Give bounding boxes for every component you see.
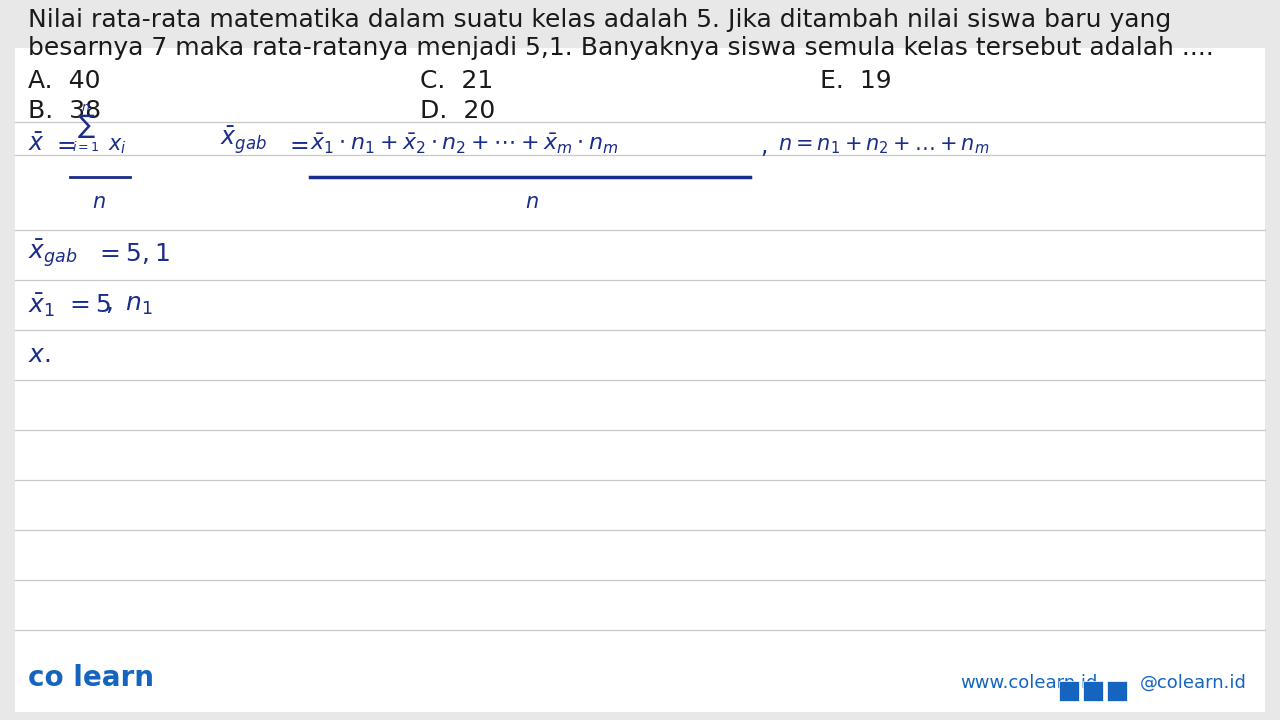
Text: $\bar{x}$: $\bar{x}$	[28, 132, 45, 156]
Text: $\bar{x}_1 \cdot n_1 + \bar{x}_2 \cdot n_2 + \cdots + \bar{x}_m \cdot n_m$: $\bar{x}_1 \cdot n_1 + \bar{x}_2 \cdot n…	[310, 132, 618, 156]
Text: $n$: $n$	[525, 192, 539, 212]
Text: $=$: $=$	[52, 132, 76, 156]
Text: $= 5,1$: $= 5,1$	[95, 240, 170, 266]
FancyBboxPatch shape	[1107, 681, 1126, 701]
Text: $x.$: $x.$	[28, 343, 51, 367]
Text: B.  38: B. 38	[28, 99, 101, 123]
Text: $n$: $n$	[92, 192, 106, 212]
Text: besarnya 7 maka rata-ratanya menjadi 5,1. Banyaknya siswa semula kelas tersebut : besarnya 7 maka rata-ratanya menjadi 5,1…	[28, 36, 1213, 60]
Text: D.  20: D. 20	[420, 99, 495, 123]
Text: A.  40: A. 40	[28, 69, 101, 93]
Text: $\bar{x}_{gab}$: $\bar{x}_{gab}$	[28, 237, 78, 269]
Text: www.colearn.id: www.colearn.id	[960, 674, 1097, 692]
Text: co learn: co learn	[28, 664, 154, 692]
Text: $\sum_{i=1}^{n}$: $\sum_{i=1}^{n}$	[72, 102, 100, 154]
Text: @colearn.id: @colearn.id	[1140, 674, 1247, 692]
Text: $\bar{x}_{gab}$: $\bar{x}_{gab}$	[220, 125, 268, 156]
FancyBboxPatch shape	[1083, 681, 1103, 701]
Text: Nilai rata-rata matematika dalam suatu kelas adalah 5. Jika ditambah nilai siswa: Nilai rata-rata matematika dalam suatu k…	[28, 8, 1171, 32]
Text: E.  19: E. 19	[820, 69, 892, 93]
Text: $=$: $=$	[285, 132, 308, 156]
FancyBboxPatch shape	[1059, 681, 1079, 701]
Text: $= 5$: $= 5$	[65, 293, 111, 317]
Text: $,$: $,$	[760, 134, 767, 158]
Text: C.  21: C. 21	[420, 69, 493, 93]
Text: $x_i$: $x_i$	[108, 136, 127, 156]
FancyBboxPatch shape	[15, 48, 1265, 712]
Text: $\bar{x}_1$: $\bar{x}_1$	[28, 292, 55, 319]
Text: $,\ n_1$: $,\ n_1$	[105, 293, 154, 317]
Text: $n = n_1 + n_2 + \ldots + n_m$: $n = n_1 + n_2 + \ldots + n_m$	[778, 135, 989, 156]
